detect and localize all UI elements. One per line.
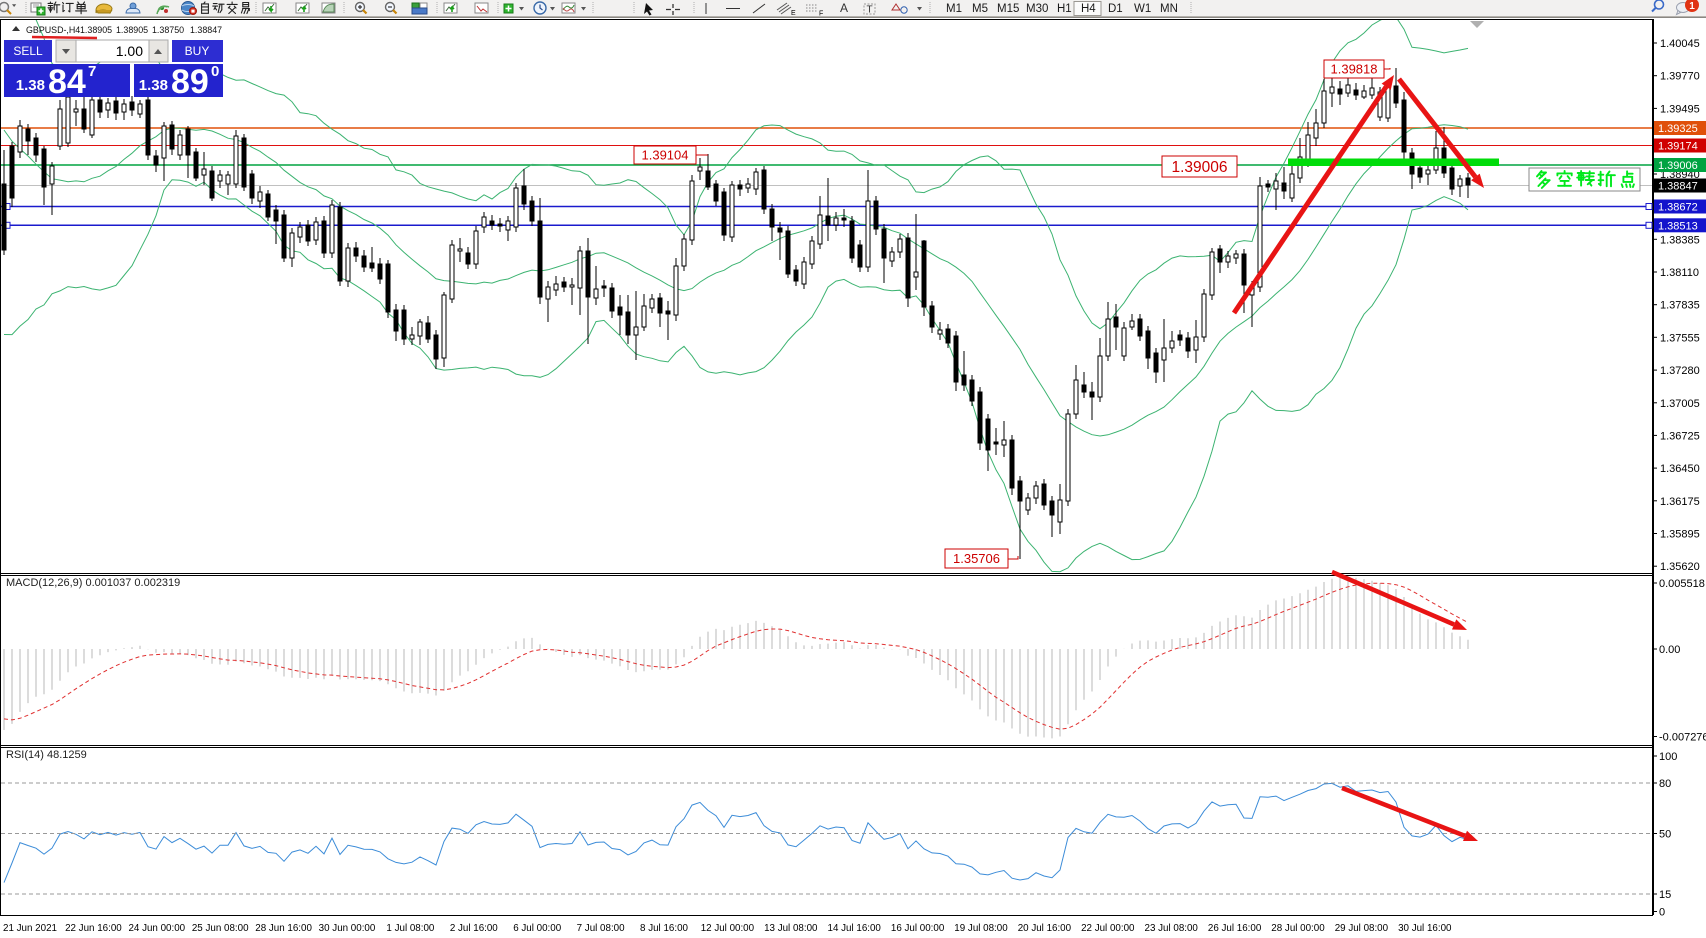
svg-text:1.37280: 1.37280 xyxy=(1660,365,1700,377)
svg-text:0.00: 0.00 xyxy=(1659,644,1680,656)
svg-text:BUY: BUY xyxy=(185,44,210,58)
svg-text:30 Jul 16:00: 30 Jul 16:00 xyxy=(1398,923,1452,934)
svg-text:W1: W1 xyxy=(1134,3,1151,15)
svg-text:80: 80 xyxy=(1659,778,1671,790)
svg-text:23 Jul 08:00: 23 Jul 08:00 xyxy=(1145,923,1199,934)
svg-text:2 Jul 16:00: 2 Jul 16:00 xyxy=(450,923,498,934)
svg-text:28 Jul 00:00: 28 Jul 00:00 xyxy=(1271,923,1325,934)
svg-text:15: 15 xyxy=(1659,889,1671,901)
svg-text:100: 100 xyxy=(1659,751,1677,763)
svg-text:8 Jul 16:00: 8 Jul 16:00 xyxy=(640,923,688,934)
svg-text:1.39006: 1.39006 xyxy=(1171,159,1227,176)
svg-text:20 Jul 16:00: 20 Jul 16:00 xyxy=(1018,923,1072,934)
svg-text:13 Jul 08:00: 13 Jul 08:00 xyxy=(764,923,818,934)
svg-text:1.36450: 1.36450 xyxy=(1660,463,1700,475)
svg-text:50: 50 xyxy=(1659,829,1671,841)
svg-text:1.36175: 1.36175 xyxy=(1660,496,1700,508)
svg-text:1.38: 1.38 xyxy=(16,77,45,94)
svg-text:1.38750: 1.38750 xyxy=(152,25,184,35)
svg-text:1.39818: 1.39818 xyxy=(1331,62,1378,77)
svg-text:1.35895: 1.35895 xyxy=(1660,529,1700,541)
svg-text:1.35706: 1.35706 xyxy=(953,551,1000,566)
svg-text:28 Jun 16:00: 28 Jun 16:00 xyxy=(255,923,312,934)
svg-text:1.38847: 1.38847 xyxy=(1658,181,1698,193)
svg-text:RSI(14) 48.1259: RSI(14) 48.1259 xyxy=(6,749,87,761)
svg-text:M30: M30 xyxy=(1026,3,1048,15)
svg-text:1.38513: 1.38513 xyxy=(1658,220,1698,232)
svg-text:0: 0 xyxy=(211,63,219,80)
svg-text:F: F xyxy=(819,11,823,18)
svg-text:30 Jun 00:00: 30 Jun 00:00 xyxy=(319,923,376,934)
svg-text:H1: H1 xyxy=(1057,3,1072,15)
svg-text:29 Jul 08:00: 29 Jul 08:00 xyxy=(1335,923,1389,934)
svg-text:26 Jul 16:00: 26 Jul 16:00 xyxy=(1208,923,1262,934)
svg-text:H4: H4 xyxy=(1081,3,1096,15)
svg-text:A: A xyxy=(840,1,848,15)
svg-text:1.38: 1.38 xyxy=(139,77,168,94)
svg-text:14 Jul 16:00: 14 Jul 16:00 xyxy=(828,923,882,934)
svg-text:7 Jul 08:00: 7 Jul 08:00 xyxy=(577,923,625,934)
svg-text:1.39174: 1.39174 xyxy=(1658,141,1698,153)
svg-text:0.005518: 0.005518 xyxy=(1659,578,1705,590)
svg-text:1 Jul 08:00: 1 Jul 08:00 xyxy=(386,923,434,934)
svg-text:7: 7 xyxy=(88,63,96,80)
svg-text:25 Jun 08:00: 25 Jun 08:00 xyxy=(192,923,249,934)
svg-text:1.39325: 1.39325 xyxy=(1658,123,1698,135)
svg-text:M15: M15 xyxy=(997,3,1019,15)
svg-text:21 Jun 2021: 21 Jun 2021 xyxy=(3,923,57,934)
svg-text:16 Jul 00:00: 16 Jul 00:00 xyxy=(891,923,945,934)
svg-text:MN: MN xyxy=(1160,3,1178,15)
svg-text:T: T xyxy=(867,5,873,16)
svg-text:-0.007276: -0.007276 xyxy=(1659,732,1706,744)
svg-text:89: 89 xyxy=(171,63,209,101)
svg-text:1.38905: 1.38905 xyxy=(116,25,148,35)
svg-text:0: 0 xyxy=(1659,907,1665,919)
svg-text:1.00: 1.00 xyxy=(116,43,143,59)
svg-text:24 Jun 00:00: 24 Jun 00:00 xyxy=(128,923,185,934)
svg-text:1.36725: 1.36725 xyxy=(1660,430,1700,442)
svg-text:1.37555: 1.37555 xyxy=(1660,332,1700,344)
svg-text:84: 84 xyxy=(48,63,86,101)
svg-text:1.38110: 1.38110 xyxy=(1660,267,1699,279)
svg-text:1.37005: 1.37005 xyxy=(1660,398,1700,410)
svg-text:1.40045: 1.40045 xyxy=(1660,38,1700,50)
svg-text:1.39006: 1.39006 xyxy=(1658,160,1698,172)
svg-text:22 Jul 00:00: 22 Jul 00:00 xyxy=(1081,923,1135,934)
svg-text:19 Jul 08:00: 19 Jul 08:00 xyxy=(954,923,1008,934)
svg-text:1: 1 xyxy=(1689,1,1695,12)
svg-text:1.38905: 1.38905 xyxy=(80,25,112,35)
svg-text:E: E xyxy=(791,10,796,17)
svg-text:SELL: SELL xyxy=(13,44,43,58)
svg-text:1.38672: 1.38672 xyxy=(1658,202,1698,214)
svg-text:22 Jun 16:00: 22 Jun 16:00 xyxy=(65,923,122,934)
svg-text:MACD(12,26,9) 0.001037 0.00231: MACD(12,26,9) 0.001037 0.002319 xyxy=(6,577,180,589)
svg-text:D1: D1 xyxy=(1108,3,1123,15)
svg-text:1.39104: 1.39104 xyxy=(642,148,689,163)
svg-text:1.39495: 1.39495 xyxy=(1660,103,1700,115)
svg-text:1.35620: 1.35620 xyxy=(1660,561,1700,573)
svg-text:1.39770: 1.39770 xyxy=(1660,71,1700,83)
svg-text:1.38385: 1.38385 xyxy=(1660,234,1700,246)
svg-text:GBPUSD-,H4: GBPUSD-,H4 xyxy=(26,25,80,35)
svg-text:M5: M5 xyxy=(972,3,988,15)
svg-text:6 Jul 00:00: 6 Jul 00:00 xyxy=(513,923,561,934)
svg-text:1.37835: 1.37835 xyxy=(1660,300,1700,312)
svg-text:12 Jul 00:00: 12 Jul 00:00 xyxy=(701,923,755,934)
svg-text:1.38847: 1.38847 xyxy=(190,25,222,35)
svg-text:M1: M1 xyxy=(946,3,962,15)
